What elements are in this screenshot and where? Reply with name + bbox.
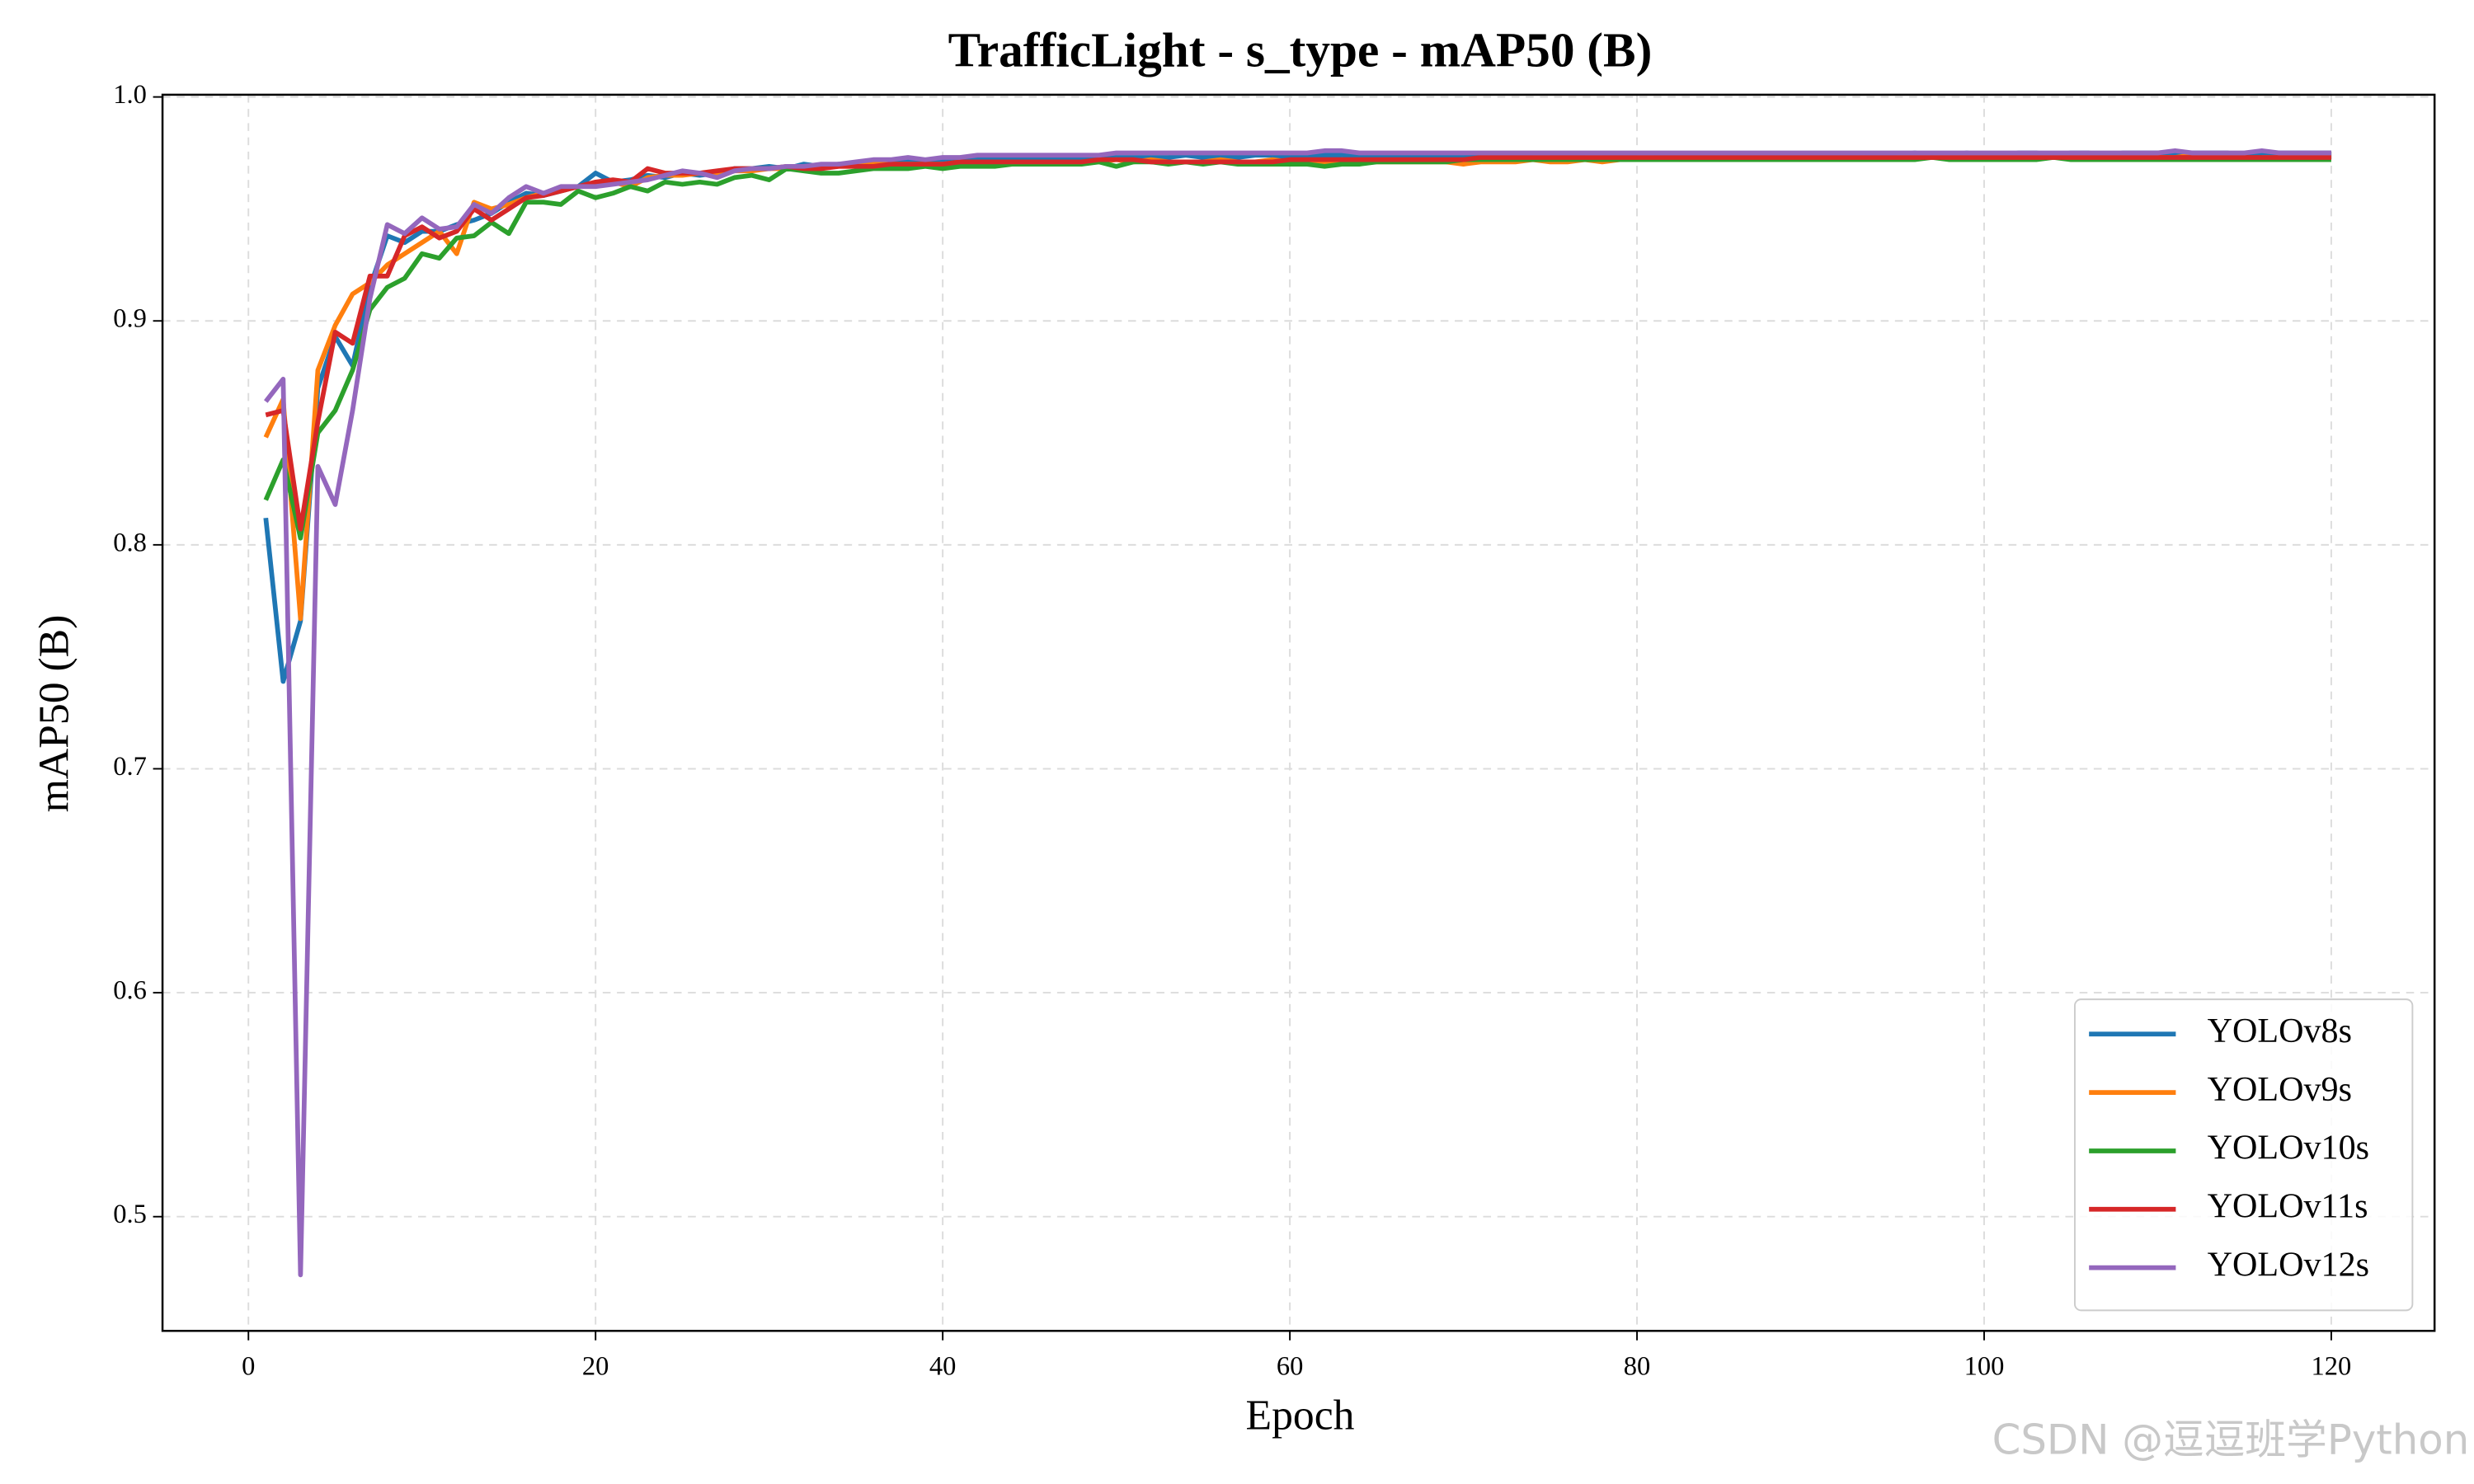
y-tick-label: 0.9 (113, 304, 147, 334)
legend-label: YOLOv9s (2208, 1070, 2352, 1109)
legend: YOLOv8s YOLOv9s YOLOv10s YOLOv11s YOLOv12s (2073, 998, 2414, 1312)
x-tick-label: 100 (1964, 1352, 2005, 1382)
x-tick-label: 60 (1277, 1352, 1304, 1382)
plot-frame (161, 93, 2436, 1332)
y-tick-label: 0.6 (113, 976, 147, 1006)
y-tick-label: 1.0 (113, 80, 147, 110)
x-tick-label: 0 (242, 1352, 255, 1382)
x-tick-label: 120 (2312, 1352, 2352, 1382)
y-axis-label: mAP50 (B) (31, 615, 78, 813)
chart-title: TrafficLight - s_type - mAP50 (B) (948, 23, 1653, 77)
x-tick-label: 40 (929, 1352, 957, 1382)
series-line (265, 155, 2331, 532)
y-tick-label: 0.5 (113, 1200, 147, 1229)
x-axis-label: Epoch (1246, 1392, 1355, 1439)
watermark: CSDN @逗逗班学Python (1992, 1416, 2470, 1464)
x-tick-label: 80 (1624, 1352, 1651, 1382)
legend-label: YOLOv12s (2208, 1245, 2369, 1284)
y-tick-label: 0.7 (113, 752, 147, 782)
legend-label: YOLOv10s (2208, 1129, 2369, 1167)
legend-label: YOLOv8s (2208, 1012, 2352, 1050)
y-tick-label: 0.8 (113, 528, 147, 557)
legend-label: YOLOv11s (2208, 1186, 2368, 1225)
series-line (264, 148, 2331, 1278)
x-tick-label: 20 (582, 1352, 609, 1382)
legend-box (2073, 998, 2414, 1312)
